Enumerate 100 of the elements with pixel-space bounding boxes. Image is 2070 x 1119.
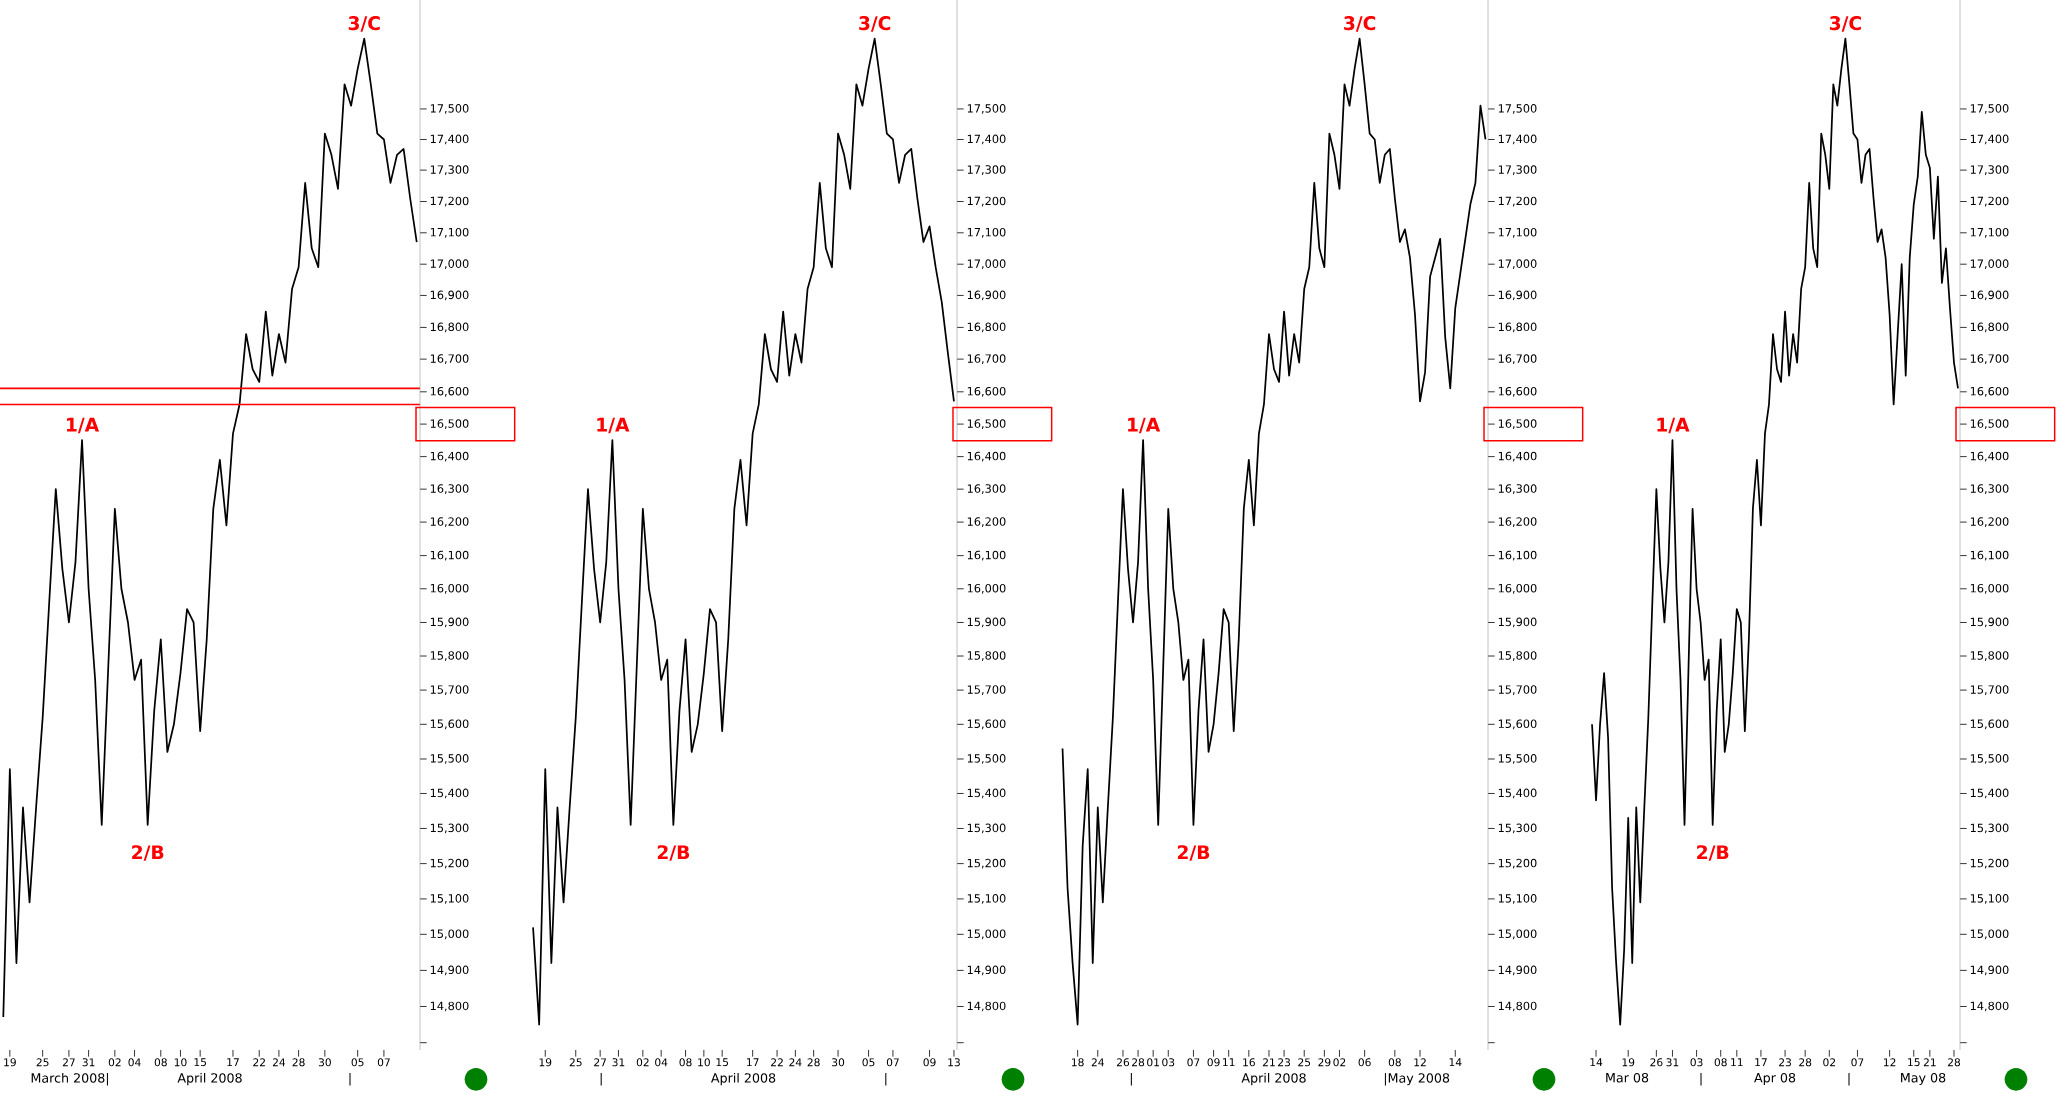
x-tick-label: 10 xyxy=(174,1058,187,1067)
y-tick-label: 16,800 xyxy=(1498,322,1537,333)
y-tick-label: 17,500 xyxy=(967,104,1006,114)
y-tick-label: 17,300 xyxy=(430,165,469,175)
y-tick-label: 16,300 xyxy=(967,484,1006,495)
x-tick-label: 24 xyxy=(789,1058,802,1067)
x-tick-label: 28 xyxy=(1132,1058,1145,1067)
y-tick-label: 16,400 xyxy=(1498,451,1537,462)
y-tick-label: 17,200 xyxy=(430,196,469,207)
x-tick-label: 11 xyxy=(1223,1058,1235,1067)
y-tick-label: 17,500 xyxy=(430,104,469,114)
y-tick-label: 16,500 xyxy=(1970,419,2009,429)
y-tick-label: 15,200 xyxy=(967,858,1006,869)
y-tick-label: 15,300 xyxy=(1498,823,1537,834)
x-tick-label: 07 xyxy=(1187,1058,1200,1067)
y-tick-label: 15,100 xyxy=(430,894,469,904)
y-tick-label: 15,000 xyxy=(1498,929,1537,940)
text: April 2008 xyxy=(1241,1072,1306,1086)
y-tick-label: 15,800 xyxy=(430,651,469,661)
y-tick-label: 16,100 xyxy=(967,550,1006,561)
x-tick-label: 06 xyxy=(1358,1058,1371,1067)
x-tick-label: 31 xyxy=(82,1058,95,1067)
text: May 08 xyxy=(1901,1072,1946,1085)
x-tick-label: 09 xyxy=(1207,1058,1220,1067)
y-tick-label: 16,600 xyxy=(1498,386,1537,397)
y-tick-label: 16,100 xyxy=(1970,550,2009,561)
y-tick-label: 14,800 xyxy=(1498,1001,1537,1012)
y-tick-label: 17,000 xyxy=(430,259,469,270)
annotation: 1/A xyxy=(1128,417,1161,434)
y-tick-label: 15,900 xyxy=(430,617,469,628)
x-tick-label: 31 xyxy=(1666,1058,1679,1067)
y-tick-label: 17,000 xyxy=(1970,259,2009,270)
x-tick-label: 22 xyxy=(253,1058,265,1067)
x-tick-label: 17 xyxy=(227,1058,239,1067)
annotation: 2/B xyxy=(657,845,690,861)
y-tick-label: 14,800 xyxy=(967,1001,1006,1012)
y-tick-label: 15,000 xyxy=(1970,929,2009,940)
x-tick-label: 08 xyxy=(1388,1058,1401,1067)
y-tick-label: 17,100 xyxy=(1498,227,1537,238)
y-tick-label: 17,000 xyxy=(967,259,1006,270)
y-tick-label: 16,600 xyxy=(967,386,1006,397)
annotation: 3/C xyxy=(348,16,380,32)
x-tick-label: 23 xyxy=(1779,1058,1791,1067)
y-tick-label: 17,400 xyxy=(1498,134,1537,145)
x-tick-label: 28 xyxy=(807,1058,820,1067)
y-tick-label: 16,800 xyxy=(430,322,469,333)
text: March 2008| xyxy=(31,1072,108,1086)
annotation: 1/A xyxy=(1657,417,1690,434)
x-tick-label: 30 xyxy=(832,1058,845,1067)
x-tick-label: 27 xyxy=(594,1058,607,1067)
y-tick-label: 15,800 xyxy=(1970,651,2009,661)
y-tick-label: 15,100 xyxy=(1970,894,2009,904)
y-tick-label: 15,400 xyxy=(1970,788,2009,799)
annotation: 1/A xyxy=(597,417,630,434)
annotation: 3/C xyxy=(1344,16,1376,32)
y-tick-label: 15,400 xyxy=(1498,788,1537,799)
y-tick-label: 15,400 xyxy=(967,788,1006,799)
text: April 2008 xyxy=(711,1072,776,1086)
x-tick-label: 14 xyxy=(1590,1058,1603,1067)
y-tick-label: 16,900 xyxy=(967,290,1006,301)
x-tick-label: 15 xyxy=(716,1058,729,1067)
y-tick-label: 17,400 xyxy=(430,134,469,145)
y-tick-label: 15,600 xyxy=(967,719,1006,730)
x-tick-label: 07 xyxy=(886,1058,899,1067)
y-tick-label: 14,900 xyxy=(967,965,1006,976)
y-tick-label: 16,200 xyxy=(1970,517,2009,527)
text: |May 2008 xyxy=(1384,1072,1450,1086)
text: | xyxy=(600,1072,602,1086)
y-tick-label: 15,700 xyxy=(430,685,469,695)
text: | xyxy=(1130,1072,1132,1086)
y-tick-label: 16,500 xyxy=(967,419,1006,429)
x-tick-label: 05 xyxy=(862,1058,875,1067)
y-tick-label: 16,700 xyxy=(967,354,1006,364)
y-tick-label: 15,700 xyxy=(1498,685,1537,695)
y-tick-label: 15,200 xyxy=(1498,858,1537,869)
x-tick-label: 25 xyxy=(1298,1058,1311,1067)
y-tick-label: 15,200 xyxy=(1970,858,2009,869)
y-tick-label: 17,400 xyxy=(1970,134,2009,145)
y-tick-label: 16,700 xyxy=(430,354,469,364)
x-tick-label: 15 xyxy=(194,1058,207,1067)
x-tick-label: 25 xyxy=(36,1058,49,1067)
y-tick-label: 16,700 xyxy=(1970,354,2009,364)
annotation: 2/B xyxy=(132,845,164,861)
x-tick-label: 29 xyxy=(1318,1058,1331,1067)
x-tick-label: 23 xyxy=(1278,1058,1291,1067)
y-tick-label: 15,000 xyxy=(967,929,1006,940)
text: | xyxy=(1700,1072,1702,1086)
y-tick-label: 16,900 xyxy=(1498,290,1537,301)
y-tick-label: 15,400 xyxy=(430,788,469,799)
x-tick-label: 17 xyxy=(1755,1058,1767,1067)
y-tick-label: 16,400 xyxy=(967,451,1006,462)
text: | xyxy=(1848,1072,1850,1086)
y-tick-label: 16,000 xyxy=(430,583,469,594)
text: Mar 08 xyxy=(1606,1072,1649,1083)
y-tick-label: 16,700 xyxy=(1498,354,1537,364)
y-tick-label: 16,900 xyxy=(430,290,469,301)
y-tick-label: 15,500 xyxy=(967,754,1006,764)
x-tick-label: 26 xyxy=(1650,1058,1663,1067)
y-tick-label: 15,900 xyxy=(967,617,1006,628)
x-tick-label: 02 xyxy=(636,1058,649,1067)
